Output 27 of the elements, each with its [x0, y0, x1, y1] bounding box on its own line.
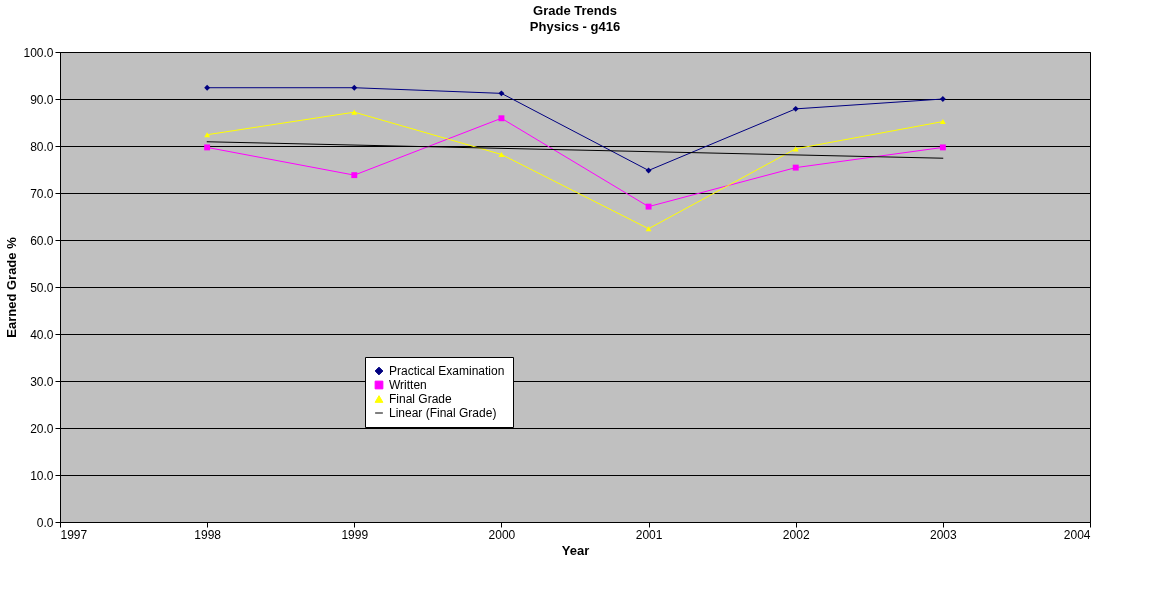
chart-subtitle: Physics - g416	[529, 19, 621, 34]
legend-label: Practical Examination	[389, 364, 505, 378]
y-tick-label: 100.0	[23, 45, 54, 60]
y-tick-label: 80.0	[30, 139, 54, 154]
chart-title: Grade Trends	[533, 3, 617, 18]
legend-label: Linear (Final Grade)	[389, 406, 497, 420]
x-tick-label: 2003	[930, 527, 958, 542]
y-tick-label: 90.0	[30, 92, 54, 107]
y-tick-label: 70.0	[30, 186, 54, 201]
y-tick-label: 0.0	[36, 515, 54, 530]
x-axis-title: Year	[561, 542, 590, 558]
x-tick-label: 2004	[1063, 527, 1091, 542]
y-tick-label: 40.0	[30, 327, 54, 342]
y-axis-title: Earned Grade %	[4, 236, 20, 338]
y-tick-label: 10.0	[30, 468, 54, 483]
y-tick-label: 50.0	[30, 280, 54, 295]
x-tick-label: 1999	[341, 527, 369, 542]
legend-label: Written	[389, 378, 427, 392]
x-tick-label: 2002	[782, 527, 810, 542]
y-tick-label: 60.0	[30, 233, 54, 248]
x-tick-label: 2000	[488, 527, 516, 542]
x-tick-label: 1997	[60, 527, 88, 542]
x-tick-label: 2001	[635, 527, 663, 542]
y-tick-label: 30.0	[30, 374, 54, 389]
y-tick-label: 20.0	[30, 421, 54, 436]
x-tick-label: 1998	[194, 527, 222, 542]
legend-label: Final Grade	[389, 392, 453, 406]
